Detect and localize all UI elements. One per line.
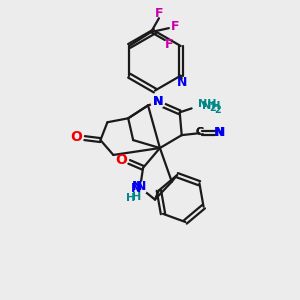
Text: NH: NH <box>202 101 220 111</box>
Text: 2: 2 <box>214 105 221 116</box>
Text: N: N <box>176 76 187 89</box>
Text: N: N <box>215 126 226 139</box>
Text: 2: 2 <box>209 103 216 113</box>
Text: C: C <box>196 127 204 137</box>
Text: F: F <box>165 38 173 52</box>
Text: N: N <box>153 95 163 108</box>
Text: N: N <box>136 180 146 193</box>
Text: C: C <box>196 127 204 137</box>
Text: N: N <box>131 182 141 195</box>
Text: H: H <box>126 193 135 202</box>
Text: O: O <box>115 153 127 167</box>
Text: F: F <box>170 20 179 33</box>
Text: O: O <box>71 130 82 144</box>
Text: N: N <box>132 180 142 193</box>
Text: H: H <box>133 192 142 202</box>
Text: N: N <box>214 126 224 139</box>
Text: N: N <box>153 95 163 108</box>
Text: NH: NH <box>198 99 216 110</box>
Text: N: N <box>153 95 163 108</box>
Text: F: F <box>155 7 163 20</box>
